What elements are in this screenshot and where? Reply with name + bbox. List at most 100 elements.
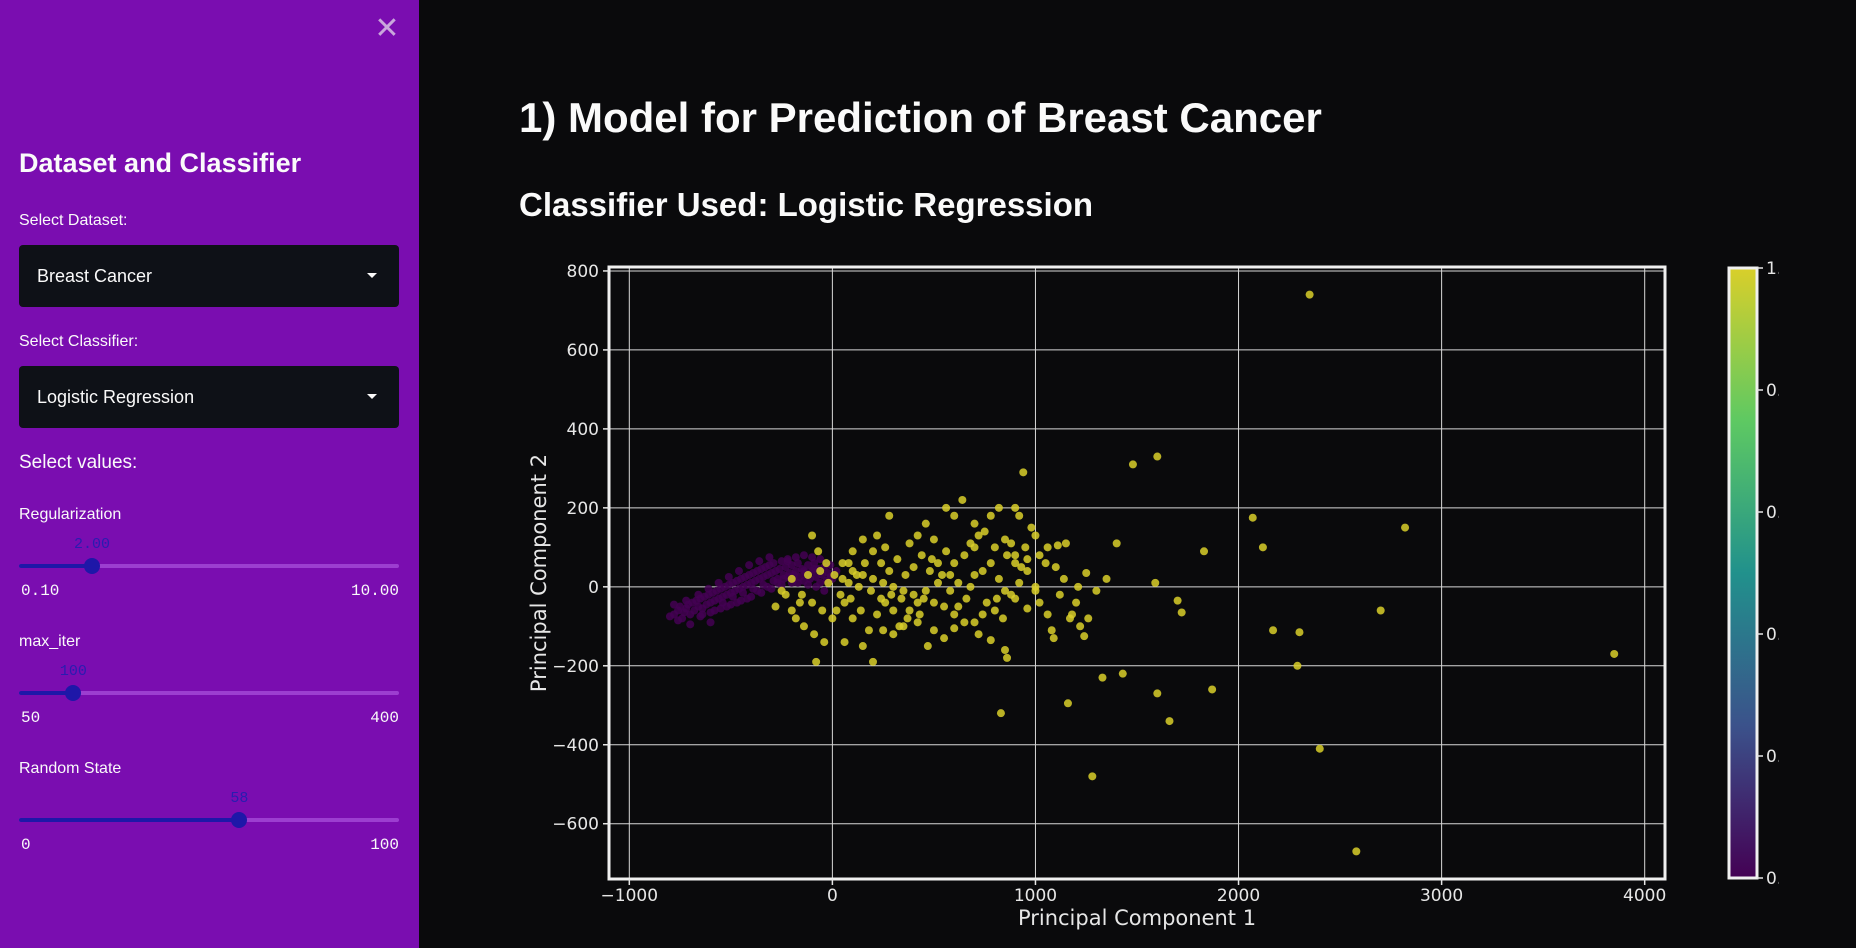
data-point-class-1 <box>978 610 987 619</box>
slider-fill <box>19 691 74 695</box>
y-tick-label: −200 <box>552 657 599 677</box>
random-state-slider[interactable]: 58 0 100 <box>19 790 399 866</box>
data-point-class-1 <box>869 657 877 666</box>
data-point-class-1 <box>917 551 926 560</box>
data-point-class-1 <box>913 598 922 607</box>
data-point-class-1 <box>869 574 877 583</box>
data-point-class-1 <box>942 547 951 556</box>
data-point-class-1 <box>1023 555 1032 564</box>
data-point-class-1 <box>1023 604 1032 613</box>
data-point-class-1 <box>1001 535 1009 544</box>
slider-track[interactable] <box>19 691 399 695</box>
slider-thumb[interactable] <box>231 812 248 828</box>
data-point-class-1 <box>996 709 1005 718</box>
slider-max: 400 <box>370 709 399 727</box>
y-tick-label: 800 <box>567 262 599 282</box>
slider-track[interactable] <box>19 564 399 568</box>
close-sidebar-button[interactable]: ✕ <box>372 10 402 48</box>
data-point-class-1 <box>846 594 855 603</box>
data-point-class-0 <box>724 572 733 581</box>
data-point-class-1 <box>925 567 934 576</box>
data-point-class-1 <box>1128 460 1137 469</box>
classifier-select[interactable]: Logistic Regression <box>19 366 399 428</box>
data-point-class-1 <box>858 570 867 579</box>
slider-min: 0.10 <box>21 582 60 600</box>
data-point-class-0 <box>820 586 829 595</box>
regularization-slider[interactable]: 2.00 0.10 10.00 <box>19 536 399 612</box>
data-point-class-1 <box>1061 539 1070 548</box>
data-point-class-1 <box>990 543 999 552</box>
data-point-class-1 <box>838 559 847 568</box>
slider-value: 100 <box>59 663 87 680</box>
axis-ticks: −1000 0 1000 2000 3000 4000 −600 −400 −200 0 200 40… <box>552 262 1666 906</box>
data-point-class-1 <box>1173 596 1182 605</box>
data-point-class-1 <box>771 602 780 611</box>
data-point-class-1 <box>903 614 912 623</box>
data-point-class-1 <box>1051 563 1060 572</box>
data-point-class-0 <box>698 610 707 619</box>
data-point-class-1 <box>938 570 947 579</box>
data-point-class-0 <box>783 557 792 566</box>
classifier-label: Select Classifier: <box>19 333 139 350</box>
data-point-class-0 <box>793 578 802 587</box>
slider-thumb[interactable] <box>65 685 82 701</box>
data-point-class-1 <box>901 570 910 579</box>
data-point-class-1 <box>787 574 796 583</box>
data-point-class-1 <box>929 626 938 635</box>
page-title: 1) Model for Prediction of Breast Cancer <box>519 94 1322 141</box>
max-iter-slider[interactable]: 100 50 400 <box>19 663 399 739</box>
data-point-class-1 <box>889 630 898 639</box>
grid-lines <box>609 267 1665 879</box>
data-point-class-1 <box>873 531 882 540</box>
data-point-class-1 <box>950 559 959 568</box>
data-point-class-0 <box>669 600 678 609</box>
slider-min: 50 <box>21 709 41 727</box>
data-point-class-0 <box>779 574 788 583</box>
data-point-class-1 <box>970 519 979 528</box>
data-point-class-1 <box>838 574 847 583</box>
slider-value: 58 <box>230 790 249 807</box>
data-point-class-1 <box>1031 531 1040 540</box>
data-point-class-1 <box>879 626 888 635</box>
data-point-class-1 <box>1088 772 1097 781</box>
close-icon[interactable]: ✕ <box>374 12 400 45</box>
data-point-class-1 <box>929 535 938 544</box>
select-values-heading: Select values: <box>19 452 138 473</box>
data-point-class-1 <box>1021 543 1030 552</box>
data-point-class-1 <box>1031 582 1040 591</box>
data-point-class-1 <box>1003 653 1012 662</box>
data-point-class-1 <box>1165 717 1174 726</box>
data-point-class-1 <box>895 622 904 631</box>
slider-thumb[interactable] <box>83 558 100 574</box>
slider-min: 0 <box>21 836 31 854</box>
data-point-class-1 <box>1258 543 1267 552</box>
data-point-class-1 <box>856 606 865 615</box>
data-point-class-0 <box>791 553 800 562</box>
data-points <box>665 290 1619 856</box>
data-point-class-0 <box>804 580 813 589</box>
data-point-class-1 <box>919 594 928 603</box>
data-point-class-1 <box>986 559 995 568</box>
data-point-class-1 <box>992 594 1001 603</box>
data-point-class-1 <box>1017 563 1026 572</box>
data-point-class-1 <box>960 551 969 560</box>
data-point-class-1 <box>1035 598 1044 607</box>
data-point-class-1 <box>913 618 922 627</box>
data-point-class-0 <box>799 551 808 560</box>
data-point-class-1 <box>860 559 869 568</box>
data-point-class-1 <box>954 602 963 611</box>
x-tick-label: 3000 <box>1420 886 1463 906</box>
data-point-class-1 <box>962 594 971 603</box>
data-point-class-1 <box>990 606 999 615</box>
y-tick-label: 200 <box>567 499 599 519</box>
data-point-class-1 <box>940 634 949 643</box>
data-point-class-1 <box>814 547 823 556</box>
slider-max: 10.00 <box>350 582 399 600</box>
sidebar: ✕ Dataset and Classifier Select Dataset:… <box>0 0 419 948</box>
data-point-class-0 <box>745 561 754 570</box>
data-point-class-1 <box>1015 578 1024 587</box>
data-point-class-1 <box>1269 626 1278 635</box>
data-point-class-0 <box>682 596 691 605</box>
data-point-class-0 <box>804 561 813 570</box>
dataset-select[interactable]: Breast Cancer <box>19 245 399 307</box>
